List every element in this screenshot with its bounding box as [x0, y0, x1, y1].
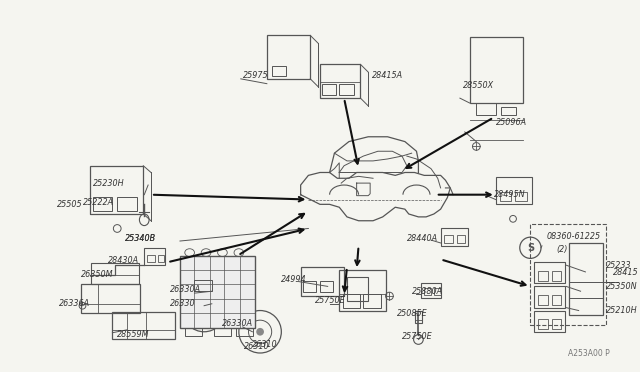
- Bar: [515, 192, 527, 202]
- Text: 25880A: 25880A: [412, 287, 443, 296]
- Bar: [272, 66, 286, 76]
- Text: 08360-61225: 08360-61225: [547, 232, 601, 241]
- Bar: [415, 311, 422, 323]
- Bar: [476, 103, 495, 115]
- Bar: [569, 243, 603, 315]
- Text: 28440A: 28440A: [407, 234, 438, 243]
- Bar: [552, 319, 561, 329]
- Bar: [534, 286, 565, 308]
- Bar: [117, 197, 136, 211]
- Bar: [320, 280, 333, 292]
- Text: 28415: 28415: [613, 268, 639, 278]
- Bar: [534, 311, 565, 332]
- Bar: [538, 295, 548, 305]
- Bar: [444, 235, 453, 243]
- Bar: [552, 271, 561, 280]
- Text: 25505: 25505: [58, 200, 83, 209]
- Bar: [499, 192, 511, 202]
- Text: 25096A: 25096A: [495, 118, 527, 127]
- Text: A253A00 P: A253A00 P: [568, 349, 609, 358]
- Bar: [434, 288, 440, 295]
- Bar: [236, 328, 253, 336]
- Text: 25210H: 25210H: [605, 306, 637, 315]
- Text: 26310: 26310: [244, 342, 270, 351]
- Bar: [158, 254, 164, 262]
- Text: 28415A: 28415A: [372, 71, 403, 80]
- Bar: [534, 262, 565, 283]
- Bar: [421, 282, 440, 298]
- Bar: [90, 166, 143, 214]
- Text: 28430A: 28430A: [108, 256, 139, 265]
- Bar: [424, 288, 431, 295]
- Text: 26310: 26310: [252, 340, 278, 349]
- Bar: [339, 84, 354, 95]
- Text: (2): (2): [556, 245, 568, 254]
- Bar: [81, 285, 140, 314]
- Text: 25222A: 25222A: [83, 198, 115, 207]
- Text: 25975: 25975: [243, 71, 268, 80]
- Text: 25350N: 25350N: [605, 282, 637, 291]
- Bar: [440, 228, 468, 246]
- Text: 26330: 26330: [170, 299, 196, 308]
- Text: 25340B: 25340B: [125, 234, 156, 243]
- Bar: [113, 312, 175, 340]
- Bar: [470, 37, 523, 103]
- Bar: [320, 64, 360, 98]
- Bar: [303, 280, 316, 292]
- Bar: [364, 294, 381, 308]
- Text: 26330A: 26330A: [170, 285, 202, 294]
- Text: 28495N: 28495N: [493, 190, 525, 199]
- Bar: [93, 197, 113, 211]
- Bar: [531, 224, 605, 325]
- Bar: [495, 177, 532, 204]
- Text: 25230H: 25230H: [93, 179, 125, 187]
- Text: 25750E: 25750E: [402, 332, 433, 341]
- Bar: [538, 319, 548, 329]
- Bar: [552, 295, 561, 305]
- Bar: [301, 267, 344, 296]
- Text: 28559M: 28559M: [117, 330, 150, 339]
- Bar: [343, 294, 360, 308]
- Text: 24994: 24994: [282, 275, 307, 284]
- Text: 25085E: 25085E: [397, 309, 428, 318]
- Text: 25340B: 25340B: [125, 234, 156, 243]
- Bar: [267, 35, 310, 79]
- Bar: [457, 235, 465, 243]
- Text: 25233: 25233: [605, 261, 631, 270]
- Bar: [180, 256, 255, 328]
- Text: S: S: [527, 243, 534, 253]
- Bar: [214, 328, 231, 336]
- Text: 26330A: 26330A: [221, 318, 253, 328]
- Bar: [147, 254, 155, 262]
- Bar: [322, 84, 337, 95]
- Circle shape: [256, 328, 264, 336]
- Bar: [339, 270, 385, 311]
- Text: 25750E: 25750E: [315, 296, 346, 305]
- Bar: [501, 107, 516, 115]
- Text: 26350M: 26350M: [81, 270, 113, 279]
- Bar: [347, 277, 368, 301]
- Circle shape: [200, 307, 208, 314]
- Text: 26336A: 26336A: [60, 299, 90, 308]
- Bar: [144, 248, 166, 265]
- Bar: [91, 263, 140, 285]
- Bar: [195, 280, 212, 291]
- Bar: [185, 328, 202, 336]
- Bar: [538, 271, 548, 280]
- Text: 28550X: 28550X: [463, 81, 494, 90]
